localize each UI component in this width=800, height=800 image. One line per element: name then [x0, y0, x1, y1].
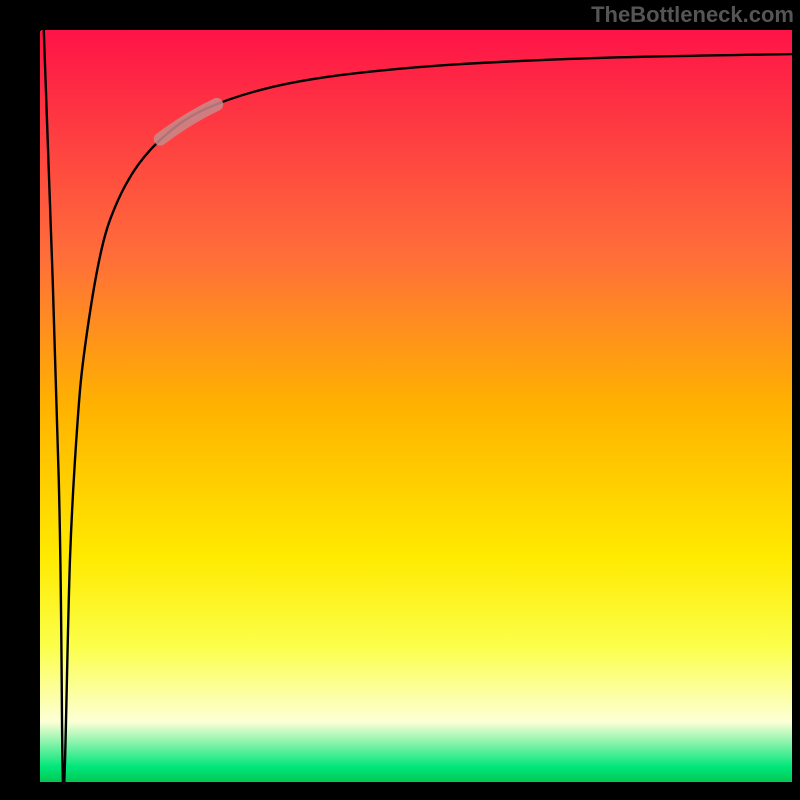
watermark-text: TheBottleneck.com [591, 2, 794, 28]
bottleneck-curve [40, 30, 792, 782]
chart-container: TheBottleneck.com [0, 0, 800, 800]
plot-svg-overlay [40, 30, 792, 782]
plot-area [40, 30, 792, 782]
highlight-band [160, 104, 216, 139]
